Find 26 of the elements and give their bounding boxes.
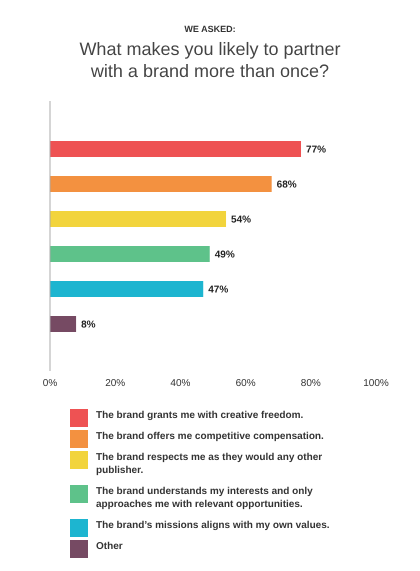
x-tick-label: 40% xyxy=(170,378,191,390)
x-tick-label: 100% xyxy=(363,378,389,390)
bar xyxy=(50,246,210,262)
data-label: 77% xyxy=(306,144,326,156)
x-tick-label: 80% xyxy=(300,378,321,390)
data-label: 49% xyxy=(214,250,235,261)
chart-subtitle: WE ASKED: xyxy=(183,24,237,34)
chart-title: What makes you likely to partner with a brand more than once? xyxy=(78,38,342,82)
x-tick-label: 20% xyxy=(105,378,126,390)
bar xyxy=(50,281,204,297)
legend-label: The brand understands my interests and only approaches me with relevant opportunities. xyxy=(96,485,314,511)
legend-label: The brand respects me as they would any other publisher. xyxy=(96,451,324,477)
legend-label: Other xyxy=(96,540,124,553)
legend-label: The brand grants me with creative freedom. xyxy=(96,409,304,422)
bar xyxy=(50,316,76,332)
legend-label: The brand’s missions aligns with my own values. xyxy=(96,519,331,532)
bar xyxy=(50,176,272,192)
data-label: 8% xyxy=(81,320,96,331)
x-tick-label: 0% xyxy=(42,378,58,390)
bar xyxy=(50,141,302,157)
bar xyxy=(50,211,226,227)
legend-label: The brand offers me competitive compensation. xyxy=(96,430,325,443)
x-tick-label: 60% xyxy=(236,378,256,390)
data-label: 47% xyxy=(208,284,228,296)
data-label: 68% xyxy=(276,180,297,191)
data-label: 54% xyxy=(231,214,252,226)
